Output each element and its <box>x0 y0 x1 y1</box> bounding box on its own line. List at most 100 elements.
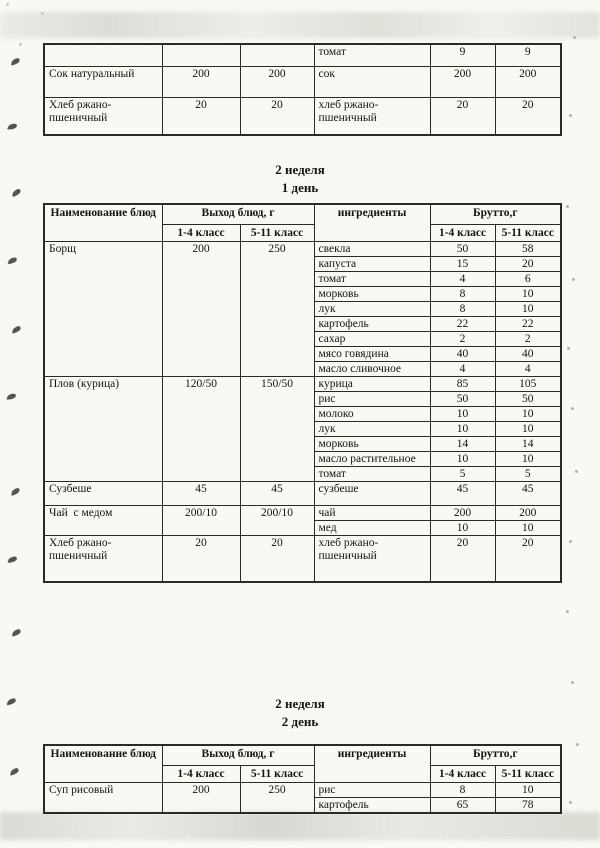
scan-speck <box>573 36 576 39</box>
output-1-4-cell: 200/10 <box>161 505 241 536</box>
table-row: Хлеб ржано-пшеничный 20 20 хлеб ржано-пшени… <box>43 535 562 583</box>
brutto-5-11-cell: 2 <box>494 331 562 347</box>
brutto-1-4-cell: 10 <box>429 406 496 422</box>
header-class-5-11: 5-11 класс <box>494 765 562 783</box>
brutto-5-11-cell: 200 <box>494 66 562 98</box>
scan-speck <box>41 12 44 15</box>
brutto-1-4-cell: 20 <box>429 97 496 136</box>
brutto-5-11-cell: 10 <box>494 520 562 536</box>
brutto-1-4-cell: 50 <box>429 391 496 407</box>
brutto-5-11-cell: 10 <box>494 301 562 317</box>
brutto-1-4-cell: 8 <box>429 301 496 317</box>
brutto-1-4-cell: 22 <box>429 316 496 332</box>
scan-speck <box>571 407 574 410</box>
output-1-4-cell: 45 <box>161 481 241 506</box>
ingredient-cell: картофель <box>313 797 431 814</box>
section-heading-day1: 2 неделя 1 день <box>0 161 600 197</box>
brutto-1-4-cell: 65 <box>429 797 496 814</box>
brutto-5-11-cell: 58 <box>494 241 562 257</box>
brutto-5-11-cell: 50 <box>494 391 562 407</box>
header-ingredients: ингредиенты <box>313 203 431 242</box>
brutto-5-11-cell: 5 <box>494 466 562 482</box>
output-5-11-cell: 45 <box>239 481 315 506</box>
ingredient-cell: морковь <box>313 286 431 302</box>
output-5-11-cell: 150/50 <box>239 376 315 482</box>
brutto-1-4-cell: 45 <box>429 481 496 506</box>
scan-speck <box>567 347 570 350</box>
binding-smudge <box>7 256 18 265</box>
ingredient-cell: лук <box>313 301 431 317</box>
output-1-4-cell: 200 <box>161 241 241 377</box>
scan-speck <box>572 278 575 281</box>
header-brutto: Брутто,г <box>429 203 562 225</box>
ingredient-cell: мед <box>313 520 431 536</box>
brutto-5-11-cell: 10 <box>494 406 562 422</box>
dish-cell: Чай с медом <box>43 505 163 536</box>
scan-speck <box>566 205 569 208</box>
scan-speck <box>571 681 574 684</box>
table-row: морковь 14 14 <box>44 436 562 452</box>
table-row: лук 10 10 <box>44 421 562 437</box>
header-dish: Наименование блюд <box>43 744 163 783</box>
ingredient-cell: сахар <box>313 331 431 347</box>
ingredient-cell: хлеб ржано-пшеничный <box>313 97 431 136</box>
header-output: Выход блюд, г <box>161 744 315 766</box>
header-output: Выход блюд, г <box>161 203 315 225</box>
ingredient-cell: свекла <box>313 241 431 257</box>
brutto-5-11-cell: 40 <box>494 346 562 362</box>
table-row: томат 9 9 <box>43 43 562 67</box>
dish-cell <box>43 43 163 67</box>
table-row: масло растительное 10 10 <box>44 451 562 467</box>
ingredient-cell: картофель <box>313 316 431 332</box>
brutto-1-4-cell: 10 <box>429 421 496 437</box>
week-label: 2 неделя <box>275 162 325 177</box>
scan-shadow-band-bottom <box>0 812 600 840</box>
brutto-1-4-cell: 8 <box>429 782 496 798</box>
table-row: Плов (курица) 120/50 150/50 курица 85 105 <box>43 376 562 482</box>
ingredient-cell: рис <box>313 391 431 407</box>
ingredient-cell: лук <box>313 421 431 437</box>
table-row: Чай с медом 200/10 200/10 чай 200 200 <box>43 505 562 536</box>
dish-cell: Хлеб ржано-пшеничный <box>43 97 163 136</box>
brutto-1-4-cell: 50 <box>429 241 496 257</box>
header-class-1-4: 1-4 класс <box>161 224 241 242</box>
table-row: Хлеб ржано-пшеничный 20 20 хлеб ржано-пшени… <box>43 97 562 136</box>
table-row: Сок натуральный 200 200 сок 200 200 <box>43 66 562 98</box>
ingredient-cell: томат <box>313 271 431 287</box>
table-row: лук 8 10 <box>44 301 562 317</box>
ingredient-cell: томат <box>313 466 431 482</box>
header-class-5-11: 5-11 класс <box>239 224 315 242</box>
binding-smudge <box>7 555 18 564</box>
brutto-5-11-cell: 10 <box>494 782 562 798</box>
brutto-1-4-cell: 2 <box>429 331 496 347</box>
table-row: мед 10 10 <box>44 520 562 536</box>
day-label: 1 день <box>281 180 319 195</box>
table-row: морковь 8 10 <box>44 286 562 302</box>
brutto-1-4-cell: 14 <box>429 436 496 452</box>
brutto-1-4-cell: 4 <box>429 271 496 287</box>
brutto-5-11-cell: 22 <box>494 316 562 332</box>
brutto-5-11-cell: 10 <box>494 286 562 302</box>
output-1-4-cell: 200 <box>161 66 241 98</box>
scan-speck <box>19 43 22 46</box>
brutto-5-11-cell: 14 <box>494 436 562 452</box>
binding-smudge <box>9 767 20 776</box>
output-5-11-cell: 250 <box>239 241 315 377</box>
binding-smudge <box>11 325 22 334</box>
output-5-11-cell: 250 <box>239 782 315 814</box>
output-5-11-cell: 20 <box>239 535 315 583</box>
menu-table-day2: Наименование блюд Выход блюд, г ингредие… <box>43 744 563 814</box>
menu-table-day1: Наименование блюд Выход блюд, г ингредие… <box>43 203 563 583</box>
header-dish: Наименование блюд <box>43 203 163 242</box>
ingredient-cell: курица <box>313 376 431 392</box>
brutto-1-4-cell: 200 <box>429 505 496 521</box>
scan-speck <box>576 743 579 746</box>
table-row: Суп рисовый 200 250 рис 8 10 <box>43 782 562 814</box>
dish-cell: Сок натуральный <box>43 66 163 98</box>
table-header: Наименование блюд Выход блюд, г ингредие… <box>43 744 562 783</box>
ingredient-cell: чай <box>313 505 431 521</box>
brutto-5-11-cell: 20 <box>494 256 562 272</box>
brutto-1-4-cell: 20 <box>429 535 496 583</box>
brutto-1-4-cell: 200 <box>429 66 496 98</box>
